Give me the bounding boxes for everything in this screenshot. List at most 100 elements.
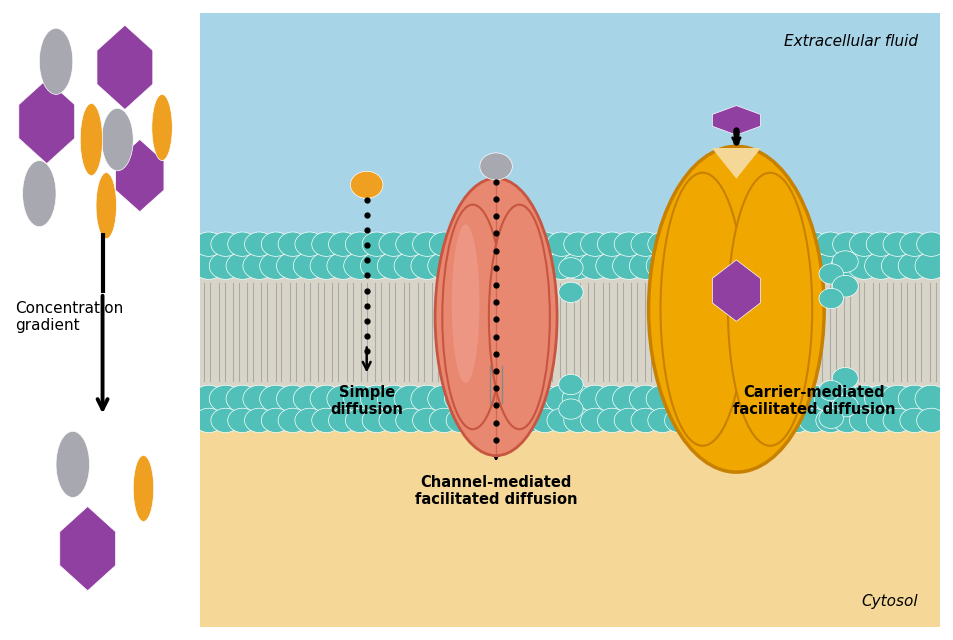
Circle shape (226, 385, 258, 412)
Circle shape (495, 385, 527, 412)
Circle shape (698, 232, 727, 257)
Circle shape (327, 385, 359, 412)
Circle shape (362, 232, 391, 257)
Circle shape (411, 385, 443, 412)
Circle shape (477, 385, 510, 412)
Circle shape (461, 252, 494, 279)
Circle shape (226, 252, 258, 279)
Circle shape (193, 232, 223, 257)
Circle shape (209, 385, 241, 412)
Circle shape (830, 385, 862, 412)
Circle shape (630, 232, 659, 257)
Circle shape (495, 252, 527, 279)
Circle shape (259, 385, 292, 412)
Circle shape (865, 408, 895, 433)
Circle shape (818, 289, 842, 308)
Circle shape (832, 232, 861, 257)
Ellipse shape (727, 173, 811, 446)
Circle shape (345, 408, 375, 433)
Circle shape (561, 385, 594, 412)
Circle shape (528, 385, 560, 412)
Circle shape (530, 408, 558, 433)
Circle shape (847, 385, 880, 412)
Circle shape (679, 385, 712, 412)
Circle shape (780, 385, 812, 412)
Ellipse shape (442, 205, 503, 429)
Circle shape (595, 385, 628, 412)
Circle shape (479, 408, 509, 433)
Ellipse shape (488, 205, 549, 429)
Circle shape (848, 232, 878, 257)
Ellipse shape (435, 178, 557, 456)
Circle shape (662, 385, 695, 412)
Circle shape (546, 232, 576, 257)
Circle shape (345, 232, 375, 257)
Circle shape (746, 385, 779, 412)
Circle shape (916, 408, 945, 433)
Circle shape (698, 408, 727, 433)
Circle shape (831, 275, 858, 297)
Circle shape (731, 232, 760, 257)
Circle shape (446, 408, 475, 433)
Circle shape (193, 408, 223, 433)
Circle shape (511, 252, 544, 279)
Circle shape (630, 408, 659, 433)
Circle shape (863, 252, 896, 279)
Circle shape (764, 408, 794, 433)
Circle shape (278, 232, 307, 257)
Circle shape (580, 408, 609, 433)
Circle shape (395, 232, 425, 257)
Circle shape (831, 396, 858, 417)
Bar (200, 274, 939, 390)
Circle shape (477, 252, 510, 279)
Circle shape (497, 232, 525, 257)
Circle shape (664, 408, 693, 433)
Circle shape (312, 408, 340, 433)
Polygon shape (60, 506, 115, 591)
Circle shape (597, 408, 626, 433)
Circle shape (763, 252, 796, 279)
Ellipse shape (452, 225, 479, 383)
Circle shape (193, 385, 225, 412)
Circle shape (645, 252, 678, 279)
Circle shape (882, 232, 911, 257)
Circle shape (714, 232, 743, 257)
Circle shape (429, 408, 458, 433)
Circle shape (513, 232, 542, 257)
Circle shape (580, 232, 609, 257)
Circle shape (731, 408, 760, 433)
Text: Extracellular fluid: Extracellular fluid (782, 35, 917, 49)
Circle shape (479, 153, 512, 180)
Circle shape (259, 252, 292, 279)
Circle shape (394, 385, 426, 412)
Circle shape (578, 252, 611, 279)
Circle shape (96, 173, 116, 239)
Circle shape (881, 252, 913, 279)
Ellipse shape (56, 431, 90, 497)
Text: Simple
diffusion: Simple diffusion (330, 385, 403, 417)
Circle shape (847, 252, 880, 279)
Circle shape (276, 252, 309, 279)
Circle shape (211, 408, 240, 433)
Circle shape (360, 385, 393, 412)
Circle shape (647, 408, 677, 433)
Circle shape (427, 385, 459, 412)
Circle shape (209, 252, 241, 279)
Circle shape (530, 232, 558, 257)
Circle shape (412, 232, 441, 257)
Circle shape (881, 385, 913, 412)
Circle shape (714, 408, 743, 433)
Polygon shape (97, 25, 152, 109)
Circle shape (545, 252, 578, 279)
Circle shape (546, 408, 576, 433)
Circle shape (882, 408, 911, 433)
Circle shape (328, 408, 357, 433)
Circle shape (863, 385, 896, 412)
Circle shape (664, 232, 693, 257)
Circle shape (243, 252, 275, 279)
Circle shape (595, 252, 628, 279)
Circle shape (797, 252, 829, 279)
Circle shape (696, 252, 728, 279)
Text: Concentration
gradient: Concentration gradient (15, 301, 123, 333)
Circle shape (780, 252, 812, 279)
